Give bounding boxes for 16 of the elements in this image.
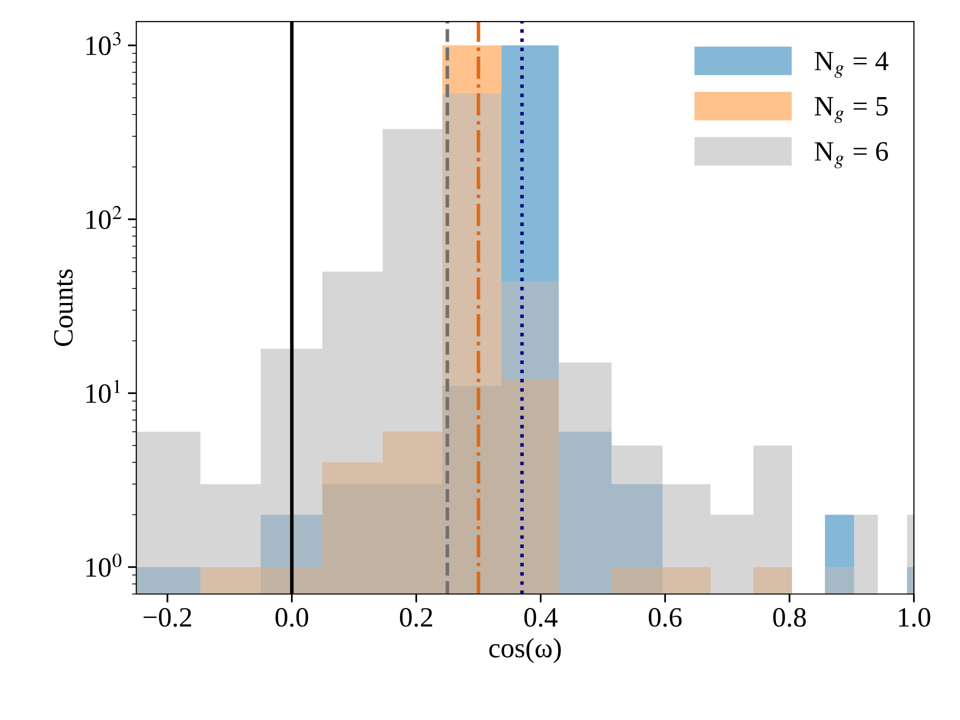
x-tick-label: −0.2 — [144, 608, 192, 627]
y-tick-label: 10$^{2}$ — [86, 206, 122, 230]
y-tick-label: 10$^{1}$ — [86, 380, 120, 403]
y-tick-label: 10$^{3}$ — [86, 32, 121, 56]
x-tick-label: 0.8 — [773, 608, 806, 627]
x-tick-label: 0.0 — [276, 608, 308, 627]
x-tick-label: 0.2 — [400, 608, 432, 627]
legend-label: N$_{g}$ = 5 — [814, 97, 888, 124]
y-axis-title: Counts — [54, 269, 73, 346]
legend-label: N$_{g}$ = 4 — [814, 52, 888, 78]
x-tick-label: 0.4 — [524, 608, 558, 627]
x-axis-title: cos(ω) — [489, 638, 561, 664]
x-tick-label: 0.6 — [648, 608, 682, 627]
legend-label: N$_{g}$ = 6 — [814, 142, 888, 168]
x-tick-label: 1.0 — [899, 608, 930, 627]
y-tick-label: 10$^{0}$ — [86, 554, 122, 577]
